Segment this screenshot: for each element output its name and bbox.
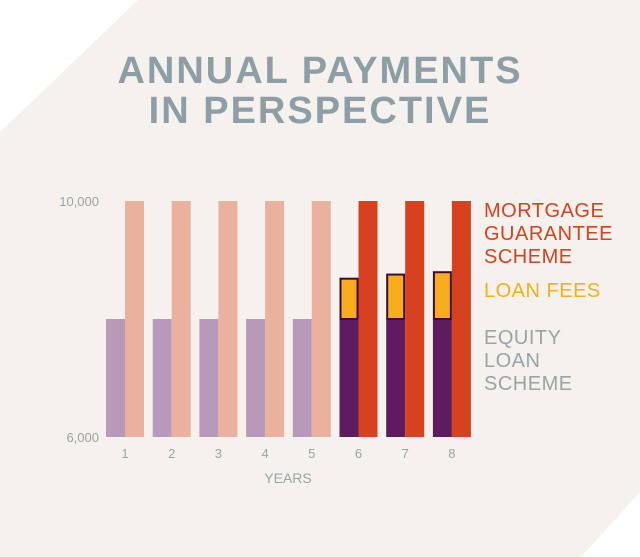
bar-loan-fees-year-8 (432, 271, 452, 320)
bar-mortgage-guarantee-year-1 (125, 201, 144, 437)
legend-loan-fees: LOAN FEES (484, 280, 601, 302)
bar-mortgage-guarantee-year-2 (171, 201, 191, 437)
bar-equity-loan-year-7 (386, 319, 406, 437)
bar-equity-loan-year-1 (106, 319, 125, 437)
legend-equity-loan-scheme: EQUITY LOAN SCHEME (484, 327, 573, 395)
bar-loan-fees-year-6 (339, 277, 359, 321)
bar-equity-loan-year-6 (339, 319, 359, 437)
bar-mortgage-guarantee-year-4 (265, 201, 285, 437)
x-tick-label-5: 5 (308, 446, 315, 461)
x-tick-label-1: 1 (121, 446, 128, 461)
bar-equity-loan-year-8 (432, 319, 452, 437)
bar-mortgage-guarantee-year-6 (358, 201, 378, 437)
y-tick-label-10000: 10,000 (59, 194, 99, 209)
chart-title-line-2: IN PERSPECTIVE (148, 90, 492, 132)
x-tick-label-7: 7 (402, 446, 409, 461)
bar-equity-loan-year-4 (246, 319, 266, 437)
x-tick-label-4: 4 (261, 446, 268, 461)
legend-mortgage-guarantee-scheme: MORTGAGE GUARANTEE SCHEME (484, 200, 613, 268)
x-axis-label: YEARS (264, 470, 311, 486)
bar-equity-loan-year-3 (199, 319, 219, 437)
bar-mortgage-guarantee-year-7 (405, 201, 425, 437)
bar-mortgage-guarantee-year-3 (218, 201, 238, 437)
x-tick-label-3: 3 (215, 446, 222, 461)
bar-equity-loan-year-5 (292, 319, 312, 437)
bar-loan-fees-year-7 (386, 273, 406, 321)
x-tick-label-6: 6 (355, 446, 362, 461)
x-tick-label-2: 2 (168, 446, 175, 461)
bar-mortgage-guarantee-year-5 (311, 201, 331, 437)
bar-equity-loan-year-2 (152, 319, 172, 437)
x-tick-label-8: 8 (448, 446, 455, 461)
chart-title-line-1: ANNUAL PAYMENTS (117, 50, 523, 92)
y-tick-label-6000: 6,000 (66, 430, 99, 445)
bar-mortgage-guarantee-year-8 (451, 201, 471, 437)
